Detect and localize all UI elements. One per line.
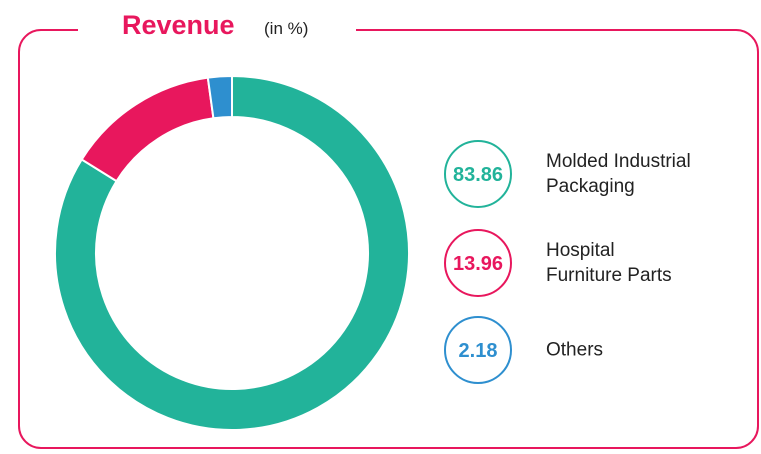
- chart-title: Revenue: [122, 10, 235, 40]
- legend-label: Others: [546, 339, 604, 361]
- value-label: 83.86: [453, 164, 503, 186]
- chart-subtitle: (in %): [264, 19, 308, 38]
- frame: [18, 29, 759, 449]
- legend-label: Molded Industrial Packaging: [546, 151, 691, 197]
- legend-badge: [444, 140, 512, 208]
- value-label: 13.96: [453, 253, 503, 275]
- donut-segment: [206, 74, 233, 120]
- donut-segment: [80, 76, 215, 183]
- donut-segment: [54, 74, 410, 431]
- legend-badge: [444, 316, 512, 384]
- legend-label: Hospital Furniture Parts: [546, 240, 672, 286]
- title-gap: [78, 10, 356, 50]
- value-label: 2.18: [459, 340, 498, 362]
- legend-badge: [444, 229, 512, 297]
